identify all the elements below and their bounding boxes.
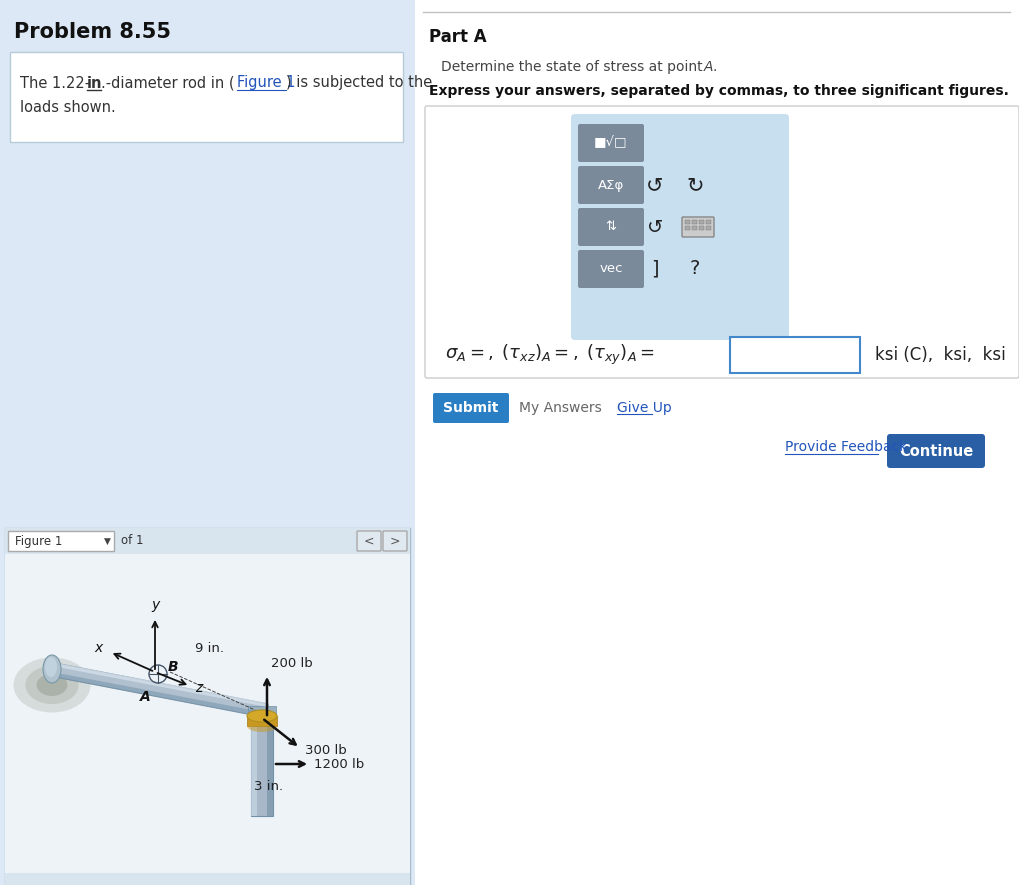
Text: A: A (704, 60, 713, 74)
Text: 300 lb: 300 lb (305, 743, 346, 757)
FancyBboxPatch shape (692, 220, 697, 224)
Text: My Answers: My Answers (519, 401, 602, 415)
Bar (0, 0, 415, 885)
FancyBboxPatch shape (571, 114, 789, 340)
FancyBboxPatch shape (699, 220, 704, 224)
Ellipse shape (37, 674, 67, 696)
FancyBboxPatch shape (383, 531, 407, 551)
Text: <: < (364, 535, 374, 548)
Bar (251, 716, 257, 816)
FancyBboxPatch shape (578, 208, 644, 246)
Text: Submit: Submit (443, 401, 498, 415)
Text: Continue: Continue (899, 443, 973, 458)
Text: .: . (713, 60, 717, 74)
FancyBboxPatch shape (578, 124, 644, 162)
Polygon shape (52, 672, 268, 718)
FancyBboxPatch shape (699, 226, 704, 230)
Text: Figure 1: Figure 1 (15, 535, 62, 548)
Ellipse shape (25, 666, 78, 704)
Text: Figure 1: Figure 1 (237, 75, 296, 90)
FancyBboxPatch shape (425, 106, 1019, 378)
Text: >: > (389, 535, 400, 548)
Polygon shape (248, 706, 276, 724)
FancyBboxPatch shape (10, 52, 403, 142)
Text: Part A: Part A (429, 28, 487, 46)
Text: ⇅: ⇅ (605, 220, 616, 234)
Text: ▼: ▼ (104, 536, 110, 545)
Bar (251, 716, 273, 816)
Polygon shape (50, 662, 268, 718)
Text: A: A (140, 690, 151, 704)
FancyBboxPatch shape (692, 226, 697, 230)
Text: y: y (151, 598, 159, 612)
FancyBboxPatch shape (433, 393, 510, 423)
Text: of 1: of 1 (121, 535, 144, 548)
FancyBboxPatch shape (5, 528, 410, 885)
Bar (5, 554, 410, 873)
Text: AΣφ: AΣφ (598, 179, 624, 191)
FancyBboxPatch shape (578, 166, 644, 204)
Text: Provide Feedback: Provide Feedback (785, 440, 907, 454)
FancyBboxPatch shape (685, 226, 690, 230)
Text: ↺: ↺ (646, 175, 663, 195)
Bar (5, 873, 410, 885)
Text: The 1.22-: The 1.22- (20, 75, 90, 90)
Bar (267, 716, 273, 816)
Text: .-diameter rod in (: .-diameter rod in ( (101, 75, 234, 90)
Text: Express your answers, separated by commas, to three significant figures.: Express your answers, separated by comma… (429, 84, 1009, 98)
Ellipse shape (13, 658, 91, 712)
FancyBboxPatch shape (706, 220, 711, 224)
Ellipse shape (247, 710, 277, 722)
FancyBboxPatch shape (8, 531, 114, 551)
Text: Problem 8.55: Problem 8.55 (14, 22, 171, 42)
FancyBboxPatch shape (578, 250, 644, 288)
Text: loads shown.: loads shown. (20, 101, 116, 116)
Text: ]: ] (651, 259, 658, 279)
Text: ↻: ↻ (686, 175, 704, 195)
FancyBboxPatch shape (685, 220, 690, 224)
Text: 9 in.: 9 in. (195, 642, 224, 655)
Text: x: x (95, 641, 103, 655)
Ellipse shape (45, 657, 57, 677)
Text: 1200 lb: 1200 lb (314, 758, 364, 771)
FancyBboxPatch shape (682, 217, 714, 237)
FancyBboxPatch shape (357, 531, 381, 551)
Bar (5, 528, 410, 554)
Text: $\sigma_A =, \;(\tau_{xz})_A =, \;(\tau_{xy})_A =$: $\sigma_A =, \;(\tau_{xz})_A =, \;(\tau_… (445, 342, 655, 367)
Text: z: z (195, 681, 202, 695)
Bar (415, 0, 1019, 885)
FancyBboxPatch shape (730, 337, 860, 373)
FancyBboxPatch shape (887, 434, 985, 468)
Text: Determine the state of stress at point: Determine the state of stress at point (441, 60, 707, 74)
Ellipse shape (43, 655, 61, 683)
Text: 3 in.: 3 in. (254, 780, 283, 793)
Text: ↺: ↺ (647, 218, 663, 236)
Text: Give Up: Give Up (616, 401, 672, 415)
Text: B: B (168, 660, 178, 674)
Text: 200 lb: 200 lb (271, 657, 313, 670)
FancyBboxPatch shape (706, 226, 711, 230)
Polygon shape (52, 662, 267, 707)
Text: ) is subjected to the: ) is subjected to the (286, 75, 432, 90)
Text: ■√□: ■√□ (594, 136, 628, 150)
Text: in: in (87, 75, 103, 90)
Text: ?: ? (690, 259, 700, 279)
Text: vec: vec (599, 263, 623, 275)
Ellipse shape (247, 720, 277, 732)
Polygon shape (247, 716, 277, 726)
Text: ksi (C),  ksi,  ksi: ksi (C), ksi, ksi (875, 346, 1006, 364)
